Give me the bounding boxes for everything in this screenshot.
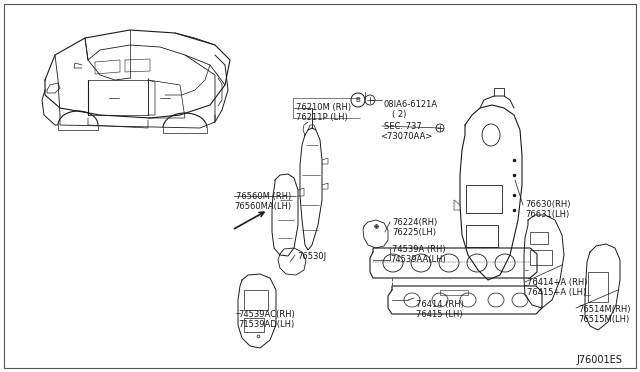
Text: 76530J: 76530J [297,252,326,261]
Text: 76631(LH): 76631(LH) [525,210,569,219]
Text: B: B [356,97,360,103]
Text: 76210M (RH): 76210M (RH) [296,103,351,112]
Text: 74539A (RH): 74539A (RH) [392,245,445,254]
Text: J76001ES: J76001ES [576,355,622,365]
Text: 76414 (RH): 76414 (RH) [416,300,464,309]
Text: 76224(RH): 76224(RH) [392,218,437,227]
Bar [466,185,502,213]
Bar [530,250,552,265]
Bar [530,232,548,244]
Text: 74539AC(RH): 74539AC(RH) [238,310,295,319]
Text: 08IA6-6121A: 08IA6-6121A [384,100,438,109]
Text: 76225(LH): 76225(LH) [392,228,436,237]
Text: 76630(RH): 76630(RH) [525,200,570,209]
Text: 71539AD(LH): 71539AD(LH) [238,320,294,329]
Text: 76211P (LH): 76211P (LH) [296,113,348,122]
Bar [244,318,264,332]
Text: ( 2): ( 2) [392,110,406,119]
Text: <73070AA>: <73070AA> [380,132,433,141]
Text: 76415 (LH): 76415 (LH) [416,310,463,319]
Text: 76560MA(LH): 76560MA(LH) [234,202,291,211]
Text: 76514M(RH): 76514M(RH) [578,305,630,314]
Bar [244,290,268,310]
Text: 74539AA(LH): 74539AA(LH) [390,255,445,264]
Text: 76415+A (LH): 76415+A (LH) [527,288,586,297]
Text: 76414+A (RH): 76414+A (RH) [527,278,588,287]
Bar [466,225,498,247]
Text: 76515M(LH): 76515M(LH) [578,315,629,324]
Bar [588,272,608,302]
Bar [440,290,468,295]
Text: SEC. 737: SEC. 737 [384,122,422,131]
Text: 76560M (RH): 76560M (RH) [236,192,291,201]
